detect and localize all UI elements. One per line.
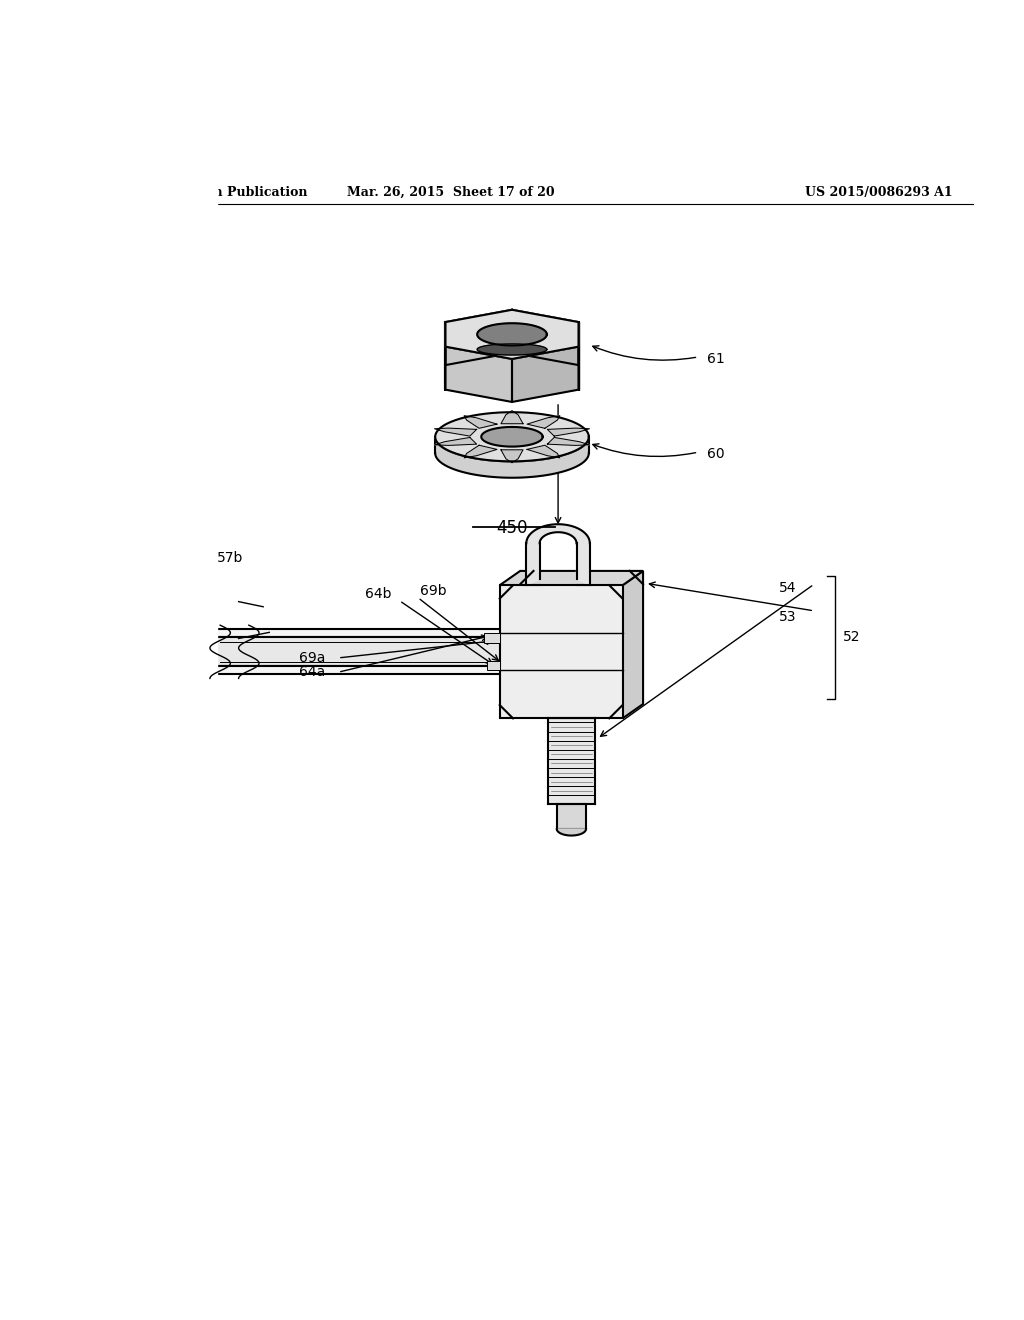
Polygon shape xyxy=(477,343,547,355)
Polygon shape xyxy=(512,310,579,366)
Text: Patent Application Publication: Patent Application Publication xyxy=(92,186,307,198)
Polygon shape xyxy=(500,585,623,718)
Text: US 2015/0086293 A1: US 2015/0086293 A1 xyxy=(805,186,952,198)
Text: 51: 51 xyxy=(549,381,567,396)
Polygon shape xyxy=(526,524,590,585)
Text: 64b: 64b xyxy=(365,587,391,602)
Text: 57a: 57a xyxy=(168,636,195,649)
Polygon shape xyxy=(557,829,586,836)
Text: 69a: 69a xyxy=(299,651,326,665)
Text: 57b: 57b xyxy=(217,550,244,565)
Polygon shape xyxy=(548,428,590,436)
Polygon shape xyxy=(623,572,643,718)
Polygon shape xyxy=(464,445,497,458)
Polygon shape xyxy=(434,428,476,436)
Polygon shape xyxy=(445,347,512,403)
Polygon shape xyxy=(484,634,500,643)
Polygon shape xyxy=(435,412,589,462)
Polygon shape xyxy=(435,437,589,478)
Text: 52: 52 xyxy=(843,631,860,644)
Polygon shape xyxy=(445,310,579,359)
Text: 64a: 64a xyxy=(299,665,326,680)
Polygon shape xyxy=(205,667,635,675)
Polygon shape xyxy=(527,445,560,458)
Polygon shape xyxy=(477,323,547,346)
Polygon shape xyxy=(548,718,595,804)
Polygon shape xyxy=(501,411,523,424)
Polygon shape xyxy=(500,572,643,585)
Polygon shape xyxy=(0,148,217,1172)
Polygon shape xyxy=(205,638,635,667)
Polygon shape xyxy=(527,416,560,428)
Polygon shape xyxy=(464,416,497,428)
Polygon shape xyxy=(445,310,512,366)
Text: 60: 60 xyxy=(707,447,724,461)
Polygon shape xyxy=(481,426,543,446)
Polygon shape xyxy=(557,804,586,829)
Text: 61: 61 xyxy=(707,352,724,366)
Text: Mar. 26, 2015  Sheet 17 of 20: Mar. 26, 2015 Sheet 17 of 20 xyxy=(347,186,554,198)
Polygon shape xyxy=(548,437,590,445)
Polygon shape xyxy=(205,630,635,638)
Text: 54: 54 xyxy=(779,581,797,595)
Text: 450: 450 xyxy=(497,519,527,537)
Polygon shape xyxy=(501,450,523,463)
Text: FIG. 22: FIG. 22 xyxy=(133,261,216,281)
Polygon shape xyxy=(434,437,476,445)
Polygon shape xyxy=(512,347,579,403)
Text: 53: 53 xyxy=(779,610,797,624)
Polygon shape xyxy=(487,661,500,671)
Text: 69b: 69b xyxy=(420,585,446,598)
